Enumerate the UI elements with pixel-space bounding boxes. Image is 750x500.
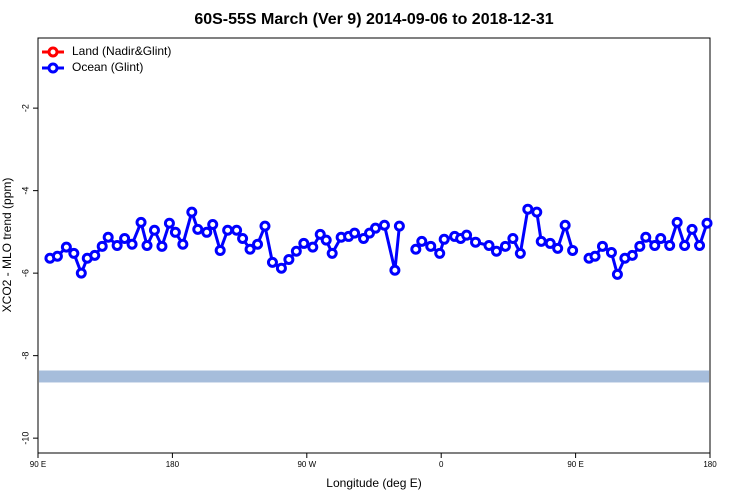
- point: [694, 240, 706, 251]
- point: [410, 243, 422, 255]
- point: [75, 267, 87, 279]
- point: [68, 247, 80, 259]
- point: [126, 238, 138, 250]
- point: [596, 240, 608, 252]
- point: [266, 256, 278, 268]
- point: [438, 233, 450, 245]
- point: [634, 240, 646, 252]
- point: [425, 240, 437, 252]
- point: [244, 243, 256, 255]
- point: [177, 238, 189, 250]
- point: [655, 232, 667, 244]
- point: [298, 237, 310, 249]
- legend-marker: [47, 62, 59, 74]
- x-tick-label: 90 E: [567, 460, 583, 469]
- point: [535, 235, 547, 247]
- point: [640, 231, 652, 243]
- point: [522, 203, 534, 215]
- point: [275, 262, 287, 274]
- point: [470, 236, 482, 248]
- point: [89, 249, 101, 261]
- point: [307, 241, 319, 253]
- point: [201, 226, 213, 238]
- legend-label: Ocean (Glint): [72, 60, 143, 74]
- point: [259, 220, 271, 232]
- point: [148, 224, 160, 236]
- point: [135, 216, 147, 228]
- point: [499, 240, 511, 252]
- point: [349, 227, 361, 239]
- point: [461, 229, 473, 241]
- point: [544, 237, 556, 249]
- point: [664, 240, 676, 251]
- point: [290, 245, 302, 257]
- point: [283, 254, 295, 266]
- point: [649, 240, 661, 251]
- point: [141, 240, 153, 251]
- point: [434, 247, 446, 259]
- point: [552, 242, 564, 254]
- plot-frame: [37, 37, 711, 454]
- point: [326, 247, 338, 259]
- point: [589, 250, 601, 262]
- point: [389, 264, 401, 276]
- point: [169, 226, 181, 238]
- point: [611, 268, 623, 280]
- point: [231, 224, 243, 236]
- point: [679, 240, 691, 251]
- point: [252, 238, 264, 250]
- point: [51, 250, 63, 262]
- y-tick-label: -4: [20, 187, 30, 195]
- point: [119, 232, 131, 244]
- point: [163, 217, 175, 229]
- point: [605, 247, 617, 259]
- point: [671, 216, 683, 228]
- point: [416, 235, 428, 247]
- point: [490, 245, 502, 257]
- y-tick-label: -10: [20, 432, 30, 445]
- point: [207, 218, 219, 230]
- point: [237, 232, 249, 244]
- point: [186, 206, 198, 218]
- point: [559, 219, 571, 231]
- point: [156, 240, 168, 252]
- point: [507, 232, 519, 244]
- x-tick-label: 180: [166, 460, 180, 469]
- legend-marker: [47, 46, 59, 58]
- point: [96, 240, 108, 252]
- point: [102, 231, 114, 243]
- x-tick-label: 90 E: [30, 460, 46, 469]
- y-tick-label: -6: [20, 269, 30, 277]
- point: [60, 241, 72, 253]
- point: [214, 244, 226, 256]
- point: [320, 234, 332, 246]
- point: [393, 220, 405, 232]
- point: [111, 240, 123, 251]
- point: [531, 206, 543, 218]
- y-tick-label: -8: [20, 352, 30, 360]
- point: [701, 217, 713, 229]
- y-axis-label: XCO2 - MLO trend (ppm): [0, 178, 14, 313]
- x-tick-label: 90 W: [297, 460, 316, 469]
- point: [369, 222, 381, 234]
- point: [686, 223, 698, 235]
- point: [378, 219, 390, 231]
- point: [483, 240, 495, 251]
- x-tick-label: 180: [703, 460, 717, 469]
- point: [514, 247, 526, 259]
- legend-label: Land (Nadir&Glint): [72, 44, 171, 58]
- y-tick-label: -2: [20, 104, 30, 112]
- x-tick-label: 0: [439, 460, 444, 469]
- x-axis-label: Longitude (deg E): [326, 476, 421, 490]
- point: [222, 224, 234, 236]
- point: [192, 223, 204, 235]
- chart-title: 60S-55S March (Ver 9) 2014-09-06 to 2018…: [194, 11, 553, 28]
- point: [626, 249, 638, 261]
- point: [567, 244, 579, 256]
- band: [39, 370, 709, 383]
